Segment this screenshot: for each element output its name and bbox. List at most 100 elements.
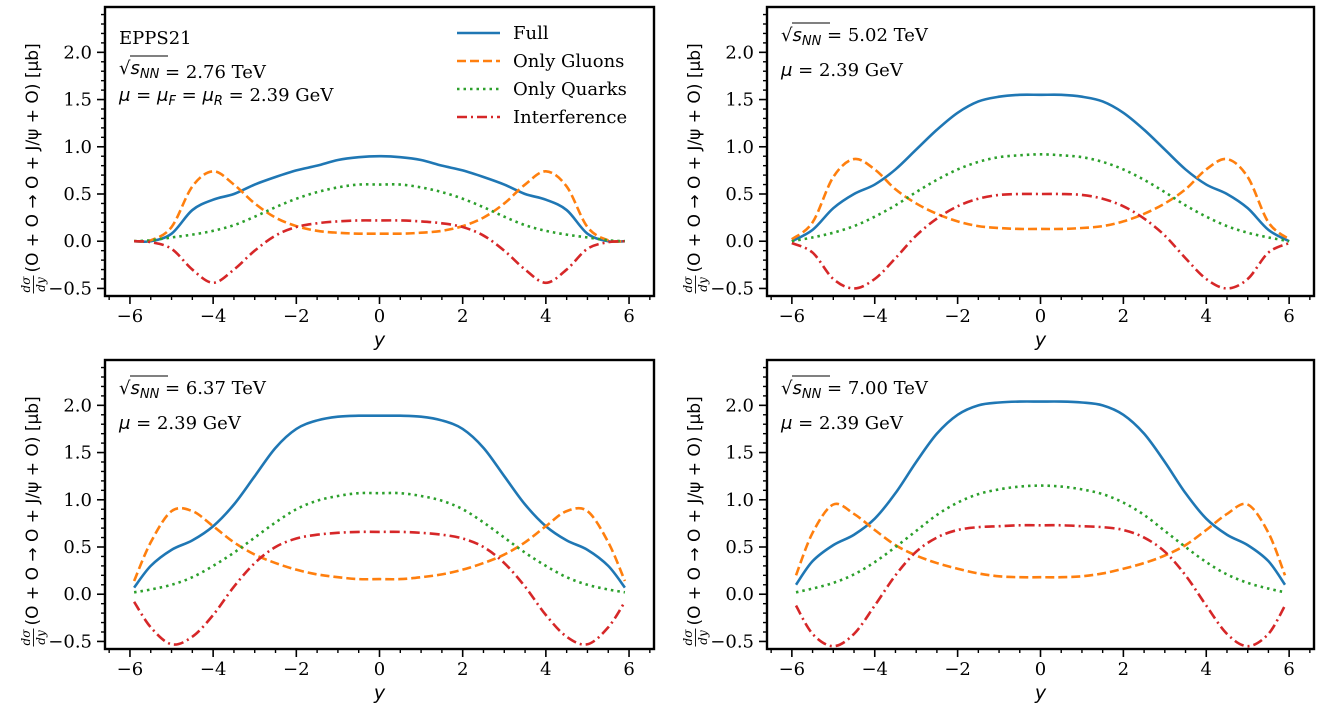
series-only-gluons: [132, 506, 627, 582]
plot-frame: [103, 358, 656, 651]
x-tick-label: 0: [1035, 659, 1046, 680]
y-label-frac-den: dy: [34, 630, 48, 645]
annotation-energy: √sNN = 5.02 TeV: [781, 25, 929, 49]
y-label-frac-num: dσ: [19, 276, 33, 293]
y-tick-label: 0.5: [725, 537, 754, 558]
y-axis-label: dσ dy (O + O → O + J/ψ + O) [μb]: [681, 396, 710, 647]
y-tick-label: 1.0: [63, 490, 92, 511]
x-tick-label: 0: [374, 306, 385, 327]
y-tick-label: 1.0: [63, 137, 92, 158]
legend-label: Only Quarks: [513, 79, 627, 100]
series-only-quarks: [795, 484, 1286, 594]
series-full: [794, 400, 1287, 586]
x-tick-label: −6: [117, 659, 144, 680]
annotation-energy: √sNN = 7.00 TeV: [781, 378, 929, 402]
panel-3: −6 −4 −2 0 2 4 6 −0.5 0.0 0.5 1.0 1.5 2.0 y dσ dy (O + O…: [19, 358, 656, 704]
y-label-fraction: dσ dy: [681, 628, 710, 647]
y-label-text: (O + O → O + J/ψ + O) [μb]: [685, 396, 705, 625]
y-tick-label: 1.5: [63, 443, 92, 464]
y-tick-label: 1.5: [725, 90, 754, 111]
x-tick-label: 6: [1283, 659, 1294, 680]
plot-frame: [765, 5, 1316, 298]
x-tick-label: −2: [944, 659, 971, 680]
x-tick-label: −4: [200, 659, 227, 680]
y-label-fraction: dσ dy: [681, 275, 710, 294]
y-label-text: (O + O → O + J/ψ + O) [μb]: [685, 43, 705, 272]
series-interference: [791, 192, 1290, 290]
x-tick-label: 2: [1118, 659, 1129, 680]
y-tick-label: 1.0: [725, 490, 754, 511]
y-tick-label: −0.5: [710, 278, 754, 299]
x-tick-label: −4: [861, 306, 888, 327]
x-axis-label: y: [373, 329, 386, 351]
legend-label: Full: [513, 23, 549, 44]
x-tick-label: −4: [200, 306, 227, 327]
legend: Full Only Gluons Only Quarks Interference: [457, 23, 627, 128]
annotation-energy: √sNN = 6.37 TeV: [119, 378, 267, 402]
y-tick-label: 2.0: [63, 42, 92, 63]
series-full: [791, 93, 1290, 243]
y-label-fraction: dσ dy: [19, 275, 48, 294]
y-tick-label: 1.5: [63, 90, 92, 111]
series-interference: [133, 530, 626, 646]
x-tick-label: 2: [457, 659, 468, 680]
x-tick-label: 0: [374, 659, 385, 680]
x-tick-label: 2: [1118, 306, 1129, 327]
annotation-scale: μ = 2.39 GeV: [118, 413, 242, 434]
series-only-quarks: [134, 183, 625, 243]
series-only-gluons: [791, 157, 1290, 241]
series-only-gluons: [794, 502, 1287, 579]
annotation-pdf: EPPS21: [119, 28, 192, 49]
legend-label: Only Gluons: [513, 51, 624, 72]
x-tick-label: −4: [861, 659, 888, 680]
series-only-gluons: [134, 170, 625, 243]
x-tick-label: −6: [779, 659, 806, 680]
x-tick-label: 6: [1283, 306, 1294, 327]
x-tick-label: 6: [623, 659, 634, 680]
legend-label: Interference: [513, 107, 627, 128]
annotation-energy: √sNN = 2.76 TeV: [119, 58, 267, 83]
x-tick-label: 0: [1035, 306, 1046, 327]
series-only-quarks: [133, 491, 626, 594]
y-tick-label: 0.0: [63, 231, 92, 252]
y-label-frac-den: dy: [696, 277, 710, 292]
y-tick-label: 0.0: [725, 231, 754, 252]
series-interference: [794, 523, 1287, 648]
y-tick-label: 2.0: [725, 42, 754, 63]
y-tick-label: −0.5: [710, 631, 754, 652]
x-tick-label: 4: [540, 659, 551, 680]
y-tick-label: 1.0: [725, 137, 754, 158]
series-interference: [134, 219, 625, 285]
y-tick-label: 2.0: [725, 395, 754, 416]
y-label-text: (O + O → O + J/ψ + O) [μb]: [23, 43, 43, 272]
series-full: [134, 154, 625, 244]
y-tick-label: −0.5: [48, 631, 92, 652]
x-tick-label: −6: [779, 306, 806, 327]
x-tick-label: 2: [457, 306, 468, 327]
panel-2: −6 −4 −2 0 2 4 6 −0.5 0.0 0.5 1.0 1.5 2.0 y dσ dy (O + O…: [681, 5, 1316, 351]
annotation-scale: μ = 2.39 GeV: [780, 60, 904, 81]
x-axis-label: y: [373, 682, 386, 704]
annotation-scale: μ = 2.39 GeV: [780, 413, 904, 434]
plot-frame: [765, 358, 1316, 651]
x-tick-label: −2: [283, 659, 310, 680]
y-axis-label: dσ dy (O + O → O + J/ψ + O) [μb]: [19, 396, 48, 647]
series-full: [133, 414, 626, 589]
y-tick-label: 1.5: [725, 443, 754, 464]
y-label-frac-den: dy: [696, 630, 710, 645]
x-tick-label: −6: [117, 306, 144, 327]
y-tick-label: 0.5: [63, 537, 92, 558]
y-label-frac-num: dσ: [681, 629, 695, 646]
plot-frame: [103, 5, 656, 298]
x-tick-label: 6: [623, 306, 634, 327]
series-only-quarks: [791, 153, 1290, 243]
y-tick-label: 0.5: [63, 184, 92, 205]
x-tick-label: −2: [283, 306, 310, 327]
annotation-scale: μ = μF = μR = 2.39 GeV: [118, 85, 334, 109]
y-tick-label: 0.0: [725, 584, 754, 605]
x-tick-label: 4: [1201, 659, 1212, 680]
y-label-frac-num: dσ: [681, 276, 695, 293]
y-label-text: (O + O → O + J/ψ + O) [μb]: [23, 396, 43, 625]
y-axis-label: dσ dy (O + O → O + J/ψ + O) [μb]: [19, 43, 48, 294]
